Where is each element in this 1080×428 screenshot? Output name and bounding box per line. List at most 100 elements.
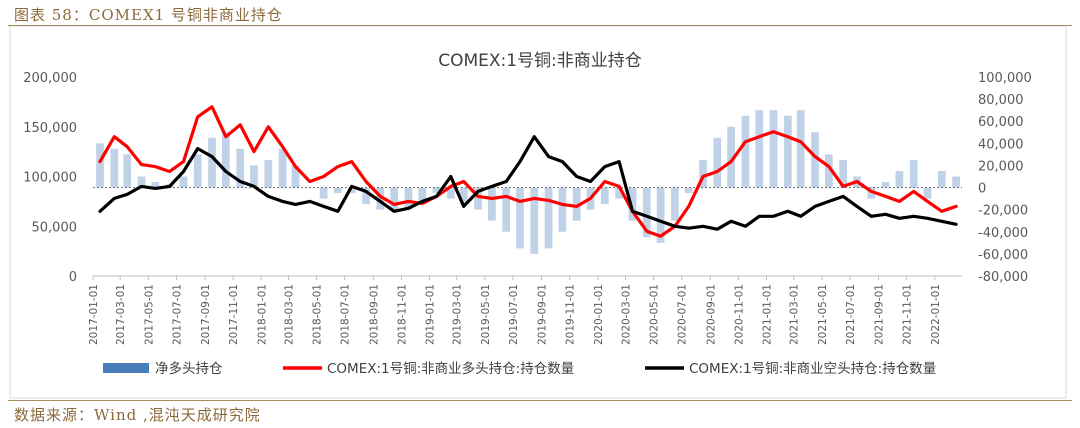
net-long-bar — [656, 187, 665, 243]
x-axis: 2017-01-01 2017-03-01 2017-05-01 2017-07-01… — [88, 276, 942, 345]
net-long-bar — [783, 115, 792, 188]
net-long-bar — [909, 159, 918, 188]
short-position-line — [98, 135, 958, 231]
x-tick-label: 2017-09-01 — [200, 284, 212, 345]
net-long-bar — [347, 187, 356, 194]
y-right-tick-label: -80,000 — [978, 270, 1028, 285]
source-note: 数据来源：Wind ,混沌天成研究院 — [14, 406, 261, 424]
net-long-bar — [544, 187, 553, 249]
net-long-bar — [937, 170, 946, 188]
net-long-bar — [305, 187, 314, 189]
x-tick-label: 2018-01-01 — [256, 284, 268, 345]
y-right-tick-label: 20,000 — [978, 159, 1024, 174]
net-long-bar — [319, 187, 328, 199]
y-right-tick-label: -20,000 — [978, 204, 1028, 219]
x-tick-label: 2020-03-01 — [620, 284, 632, 345]
net-long-bar — [923, 187, 932, 199]
net-long-bar — [839, 159, 848, 188]
x-tick-label: 2021-01-01 — [762, 284, 774, 345]
y-right-tick-label: 60,000 — [978, 115, 1024, 130]
net-long-bar — [572, 187, 581, 221]
net-long-bar — [713, 137, 722, 188]
net-long-bar — [796, 110, 805, 188]
net-long-bar — [418, 187, 427, 205]
net-long-bar — [123, 154, 132, 188]
x-tick-label: 2021-07-01 — [845, 284, 857, 345]
net-long-bar — [151, 182, 160, 188]
x-tick-label: 2019-07-01 — [508, 284, 520, 345]
figure-caption: 图表 58：COMEX1 号铜非商业持仓 — [14, 6, 283, 24]
net-long-bar — [459, 187, 468, 205]
net-long-bar — [727, 126, 735, 188]
net-long-bar — [291, 165, 300, 188]
x-tick-label: 2021-09-01 — [874, 284, 886, 345]
net-long-bar — [334, 187, 342, 194]
net-long-bar — [600, 187, 609, 205]
x-tick-label: 2017-07-01 — [171, 284, 183, 345]
chart: COMEX:1号铜:非商业持仓 0 50,000 100,000 150,000 200… — [9, 26, 1067, 399]
y-right-tick-label: 100,000 — [978, 71, 1032, 86]
net-long-bar — [558, 187, 567, 232]
y-right-tick-label: 80,000 — [978, 93, 1024, 108]
net-long-bar — [825, 154, 833, 188]
net-long-bar — [488, 187, 496, 221]
net-long-bar — [222, 132, 230, 188]
net-long-bar — [952, 176, 960, 188]
x-tick-label: 2020-09-01 — [705, 284, 717, 345]
net-long-bar — [208, 137, 216, 188]
chart-title: COMEX:1号铜:非商业持仓 — [438, 51, 642, 71]
y-right-tick-label: 0 — [978, 182, 986, 197]
y-left-tick-label: 0 — [69, 270, 77, 285]
x-tick-label: 2018-03-01 — [283, 284, 295, 345]
y-left-tick-label: 50,000 — [32, 220, 78, 235]
net-long-bar — [96, 143, 104, 188]
net-long-bar — [390, 187, 398, 210]
net-long-bar — [699, 159, 707, 188]
y-axis-right: -80,000 -60,000 -40,000 -20,000 0 20,000 40,00… — [978, 71, 1032, 285]
net-long-bar — [811, 132, 819, 188]
net-long-bar — [446, 187, 455, 199]
x-tick-label: 2019-09-01 — [537, 284, 549, 345]
net-long-bar — [530, 187, 539, 254]
x-tick-label: 2017-01-01 — [88, 284, 100, 345]
net-long-bar — [502, 187, 511, 232]
x-tick-label: 2018-11-01 — [396, 284, 408, 345]
y-left-tick-label: 150,000 — [23, 121, 77, 136]
net-long-bar — [432, 187, 441, 194]
net-long-bar — [250, 165, 258, 188]
x-tick-label: 2020-01-01 — [593, 284, 605, 345]
net-long-bar — [110, 148, 119, 188]
legend-label-net: 净多头持仓 — [155, 360, 223, 377]
x-tick-label: 2019-01-01 — [425, 284, 437, 345]
chart-frame — [9, 26, 1067, 399]
legend-swatch-net — [103, 363, 149, 373]
source-divider — [8, 400, 1072, 401]
x-tick-label: 2019-11-01 — [565, 284, 577, 345]
x-tick-label: 2019-03-01 — [452, 284, 464, 345]
x-tick-label: 2019-05-01 — [480, 284, 492, 345]
y-right-tick-label: 40,000 — [978, 137, 1024, 152]
net-long-bar — [881, 182, 890, 188]
net-long-bar — [376, 187, 385, 210]
x-tick-label: 2018-09-01 — [368, 284, 380, 345]
net-long-bar — [628, 187, 637, 221]
x-tick-label: 2020-11-01 — [733, 284, 745, 345]
x-tick-label: 2017-11-01 — [228, 284, 240, 345]
net-long-bar — [741, 115, 750, 188]
x-tick-label: 2021-11-01 — [902, 284, 914, 345]
net-long-bar — [193, 154, 202, 188]
y-axis-left: 0 50,000 100,000 150,000 200,000 — [23, 71, 77, 285]
x-tick-label: 2018-05-01 — [312, 284, 324, 345]
x-tick-label: 2021-03-01 — [789, 284, 801, 345]
net-long-bar — [769, 110, 778, 188]
net-long-bar — [179, 176, 188, 188]
y-right-tick-label: -60,000 — [978, 248, 1028, 263]
plot-area — [93, 186, 962, 277]
x-tick-label: 2020-07-01 — [677, 284, 689, 345]
net-long-bar — [278, 148, 287, 188]
y-left-tick-label: 200,000 — [23, 71, 77, 86]
net-long-bar — [362, 187, 370, 205]
net-long-bar — [615, 187, 623, 199]
net-long-bar — [404, 187, 413, 210]
x-tick-label: 2017-05-01 — [143, 284, 155, 345]
